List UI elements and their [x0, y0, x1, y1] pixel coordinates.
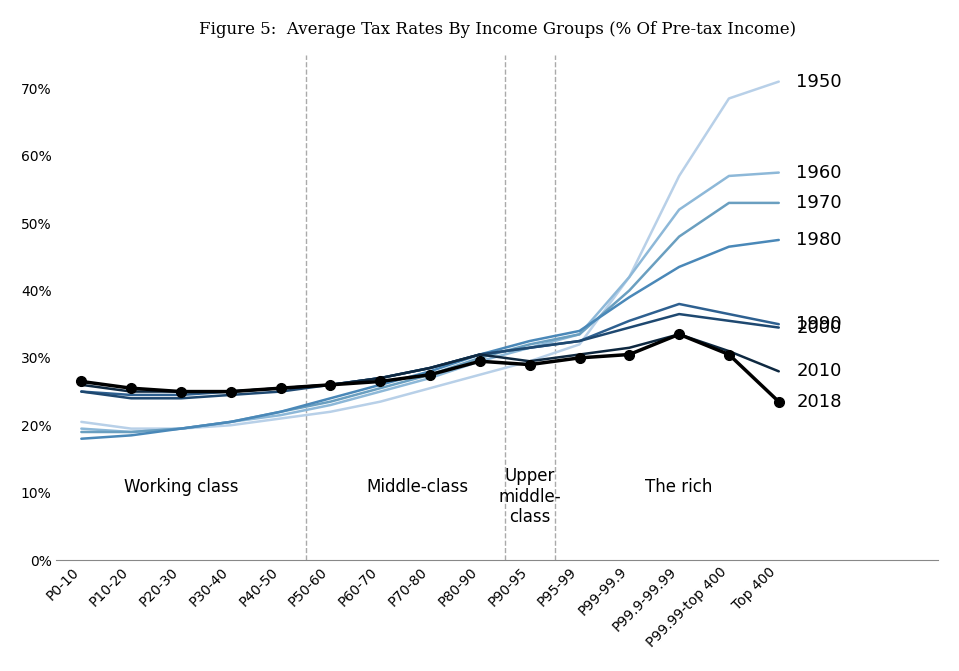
Text: Upper
middle-
class: Upper middle- class	[499, 467, 561, 526]
Text: 2018: 2018	[796, 393, 842, 411]
Text: 1960: 1960	[796, 164, 842, 182]
Title: Figure 5:  Average Tax Rates By Income Groups (% Of Pre-tax Income): Figure 5: Average Tax Rates By Income Gr…	[199, 21, 796, 38]
Text: Middle-class: Middle-class	[366, 478, 469, 496]
Text: 1980: 1980	[796, 231, 842, 249]
Text: 1990: 1990	[796, 315, 842, 333]
Text: 1950: 1950	[796, 72, 842, 91]
Text: 2010: 2010	[796, 362, 842, 380]
Text: The rich: The rich	[645, 478, 713, 496]
Text: 2000: 2000	[796, 319, 841, 337]
Text: Working class: Working class	[124, 478, 238, 496]
Text: 1970: 1970	[796, 194, 842, 212]
